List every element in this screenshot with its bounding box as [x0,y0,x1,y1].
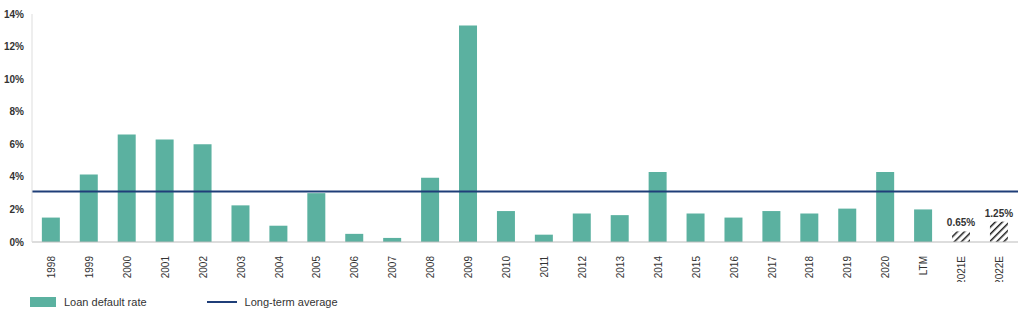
svg-text:1998: 1998 [46,256,57,279]
svg-text:2022E: 2022E [994,256,1005,282]
svg-text:2004: 2004 [274,256,285,279]
svg-text:2020: 2020 [880,256,891,279]
svg-text:2013: 2013 [615,256,626,279]
svg-text:1999: 1999 [84,256,95,279]
svg-text:0.65%: 0.65% [947,217,975,228]
svg-text:10%: 10% [8,74,24,85]
svg-text:2021E: 2021E [956,256,967,282]
svg-text:2017: 2017 [767,256,778,279]
svg-text:14%: 14% [8,9,24,20]
svg-text:2011: 2011 [539,256,550,278]
html-text:Long-term average: Long-term average [244,296,338,308]
svg-text:2015: 2015 [691,256,702,279]
svg-text:2008: 2008 [425,256,436,279]
svg-text:8%: 8% [10,106,25,117]
svg-text:2000: 2000 [122,256,133,279]
svg-text:2%: 2% [10,204,25,215]
svg-text:2005: 2005 [311,256,322,279]
svg-text:2012: 2012 [577,256,588,279]
svg-text:12%: 12% [8,41,24,52]
html-text:Loan default rate: Loan default rate [64,296,147,308]
svg-text:4%: 4% [10,171,25,182]
svg-text:2001: 2001 [160,256,171,279]
svg-text:1.25%: 1.25% [985,208,1013,219]
svg-text:2016: 2016 [729,256,740,279]
svg-text:2007: 2007 [387,256,398,279]
svg-text:2018: 2018 [804,256,815,279]
svg-text:LTM: LTM [918,256,929,275]
svg-text:2014: 2014 [653,256,664,279]
svg-text:0%: 0% [10,237,25,248]
svg-text:2009: 2009 [463,256,474,279]
svg-text:6%: 6% [10,139,25,150]
svg-text:2010: 2010 [501,256,512,279]
svg-text:2003: 2003 [236,256,247,279]
svg-text:2019: 2019 [842,256,853,279]
svg-text:2002: 2002 [198,256,209,279]
svg-text:2006: 2006 [349,256,360,279]
